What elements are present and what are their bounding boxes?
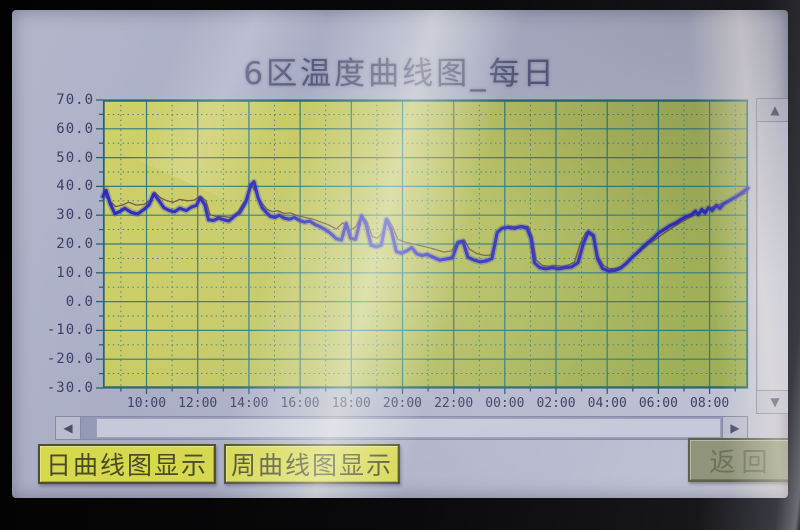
horizontal-scrollbar[interactable]: ◀ ▶	[55, 416, 748, 440]
hmi-screen: 6区温度曲线图_每日 70.0 60.0 50.0 40.0 30.0 20.0 10.0 0…	[12, 10, 788, 498]
back-button-label: 返回	[709, 447, 774, 478]
x-tick-label: 10:00	[126, 396, 167, 411]
scroll-right-button[interactable]: ▶	[722, 417, 747, 439]
x-tick-label: 14:00	[229, 396, 269, 411]
daily-curve-button[interactable]: 日曲线图显示	[38, 444, 216, 484]
weekly-curve-button-label: 周曲线图显示	[230, 451, 393, 480]
y-tick-label: 30.0	[56, 207, 94, 224]
x-tick-label: 20:00	[382, 396, 423, 411]
vertical-scrollbar[interactable]: ▲ ▼	[756, 98, 788, 414]
y-tick-label: 60.0	[56, 120, 94, 137]
chart-canvas	[96, 99, 752, 394]
x-tick-label: 18:00	[331, 396, 371, 411]
scroll-down-button[interactable]: ▼	[757, 390, 788, 413]
y-tick-label: 20.0	[56, 236, 94, 252]
scroll-up-icon: ▲	[770, 103, 780, 117]
x-tick-label: 12:00	[178, 396, 218, 411]
page-title: 6区温度曲线图_每日	[243, 56, 557, 92]
scroll-down-icon: ▼	[770, 395, 780, 409]
x-tick-label: 04:00	[587, 396, 627, 411]
horizontal-scrollbar-thumb[interactable]	[96, 418, 721, 438]
scroll-up-button[interactable]: ▲	[757, 99, 788, 122]
daily-curve-button-label: 日曲线图显示	[45, 451, 208, 480]
weekly-curve-button[interactable]: 周曲线图显示	[224, 444, 400, 484]
y-tick-label: -30.0	[46, 380, 94, 396]
trend-plot-area	[96, 99, 752, 394]
y-tick-label: 10.0	[56, 264, 94, 281]
scroll-left-icon: ◀	[63, 421, 73, 435]
vertical-scrollbar-thumb[interactable]	[758, 122, 788, 390]
x-tick-label: 22:00	[434, 396, 474, 411]
y-tick-label: -20.0	[46, 351, 94, 368]
y-tick-label: 0.0	[65, 293, 94, 310]
scroll-left-button[interactable]: ◀	[56, 417, 81, 439]
y-tick-label: 50.0	[56, 149, 94, 166]
x-tick-label: 16:00	[280, 396, 320, 411]
scroll-right-icon: ▶	[730, 421, 740, 435]
x-tick-label: 00:00	[485, 396, 525, 411]
y-tick-label: 40.0	[56, 178, 94, 195]
x-tick-label: 02:00	[536, 396, 576, 411]
y-tick-label: 70.0	[56, 92, 94, 108]
y-tick-label: -10.0	[46, 322, 94, 339]
x-tick-label: 06:00	[638, 396, 678, 411]
back-button[interactable]: 返回	[688, 438, 788, 482]
x-tick-label: 08:00	[690, 396, 730, 411]
